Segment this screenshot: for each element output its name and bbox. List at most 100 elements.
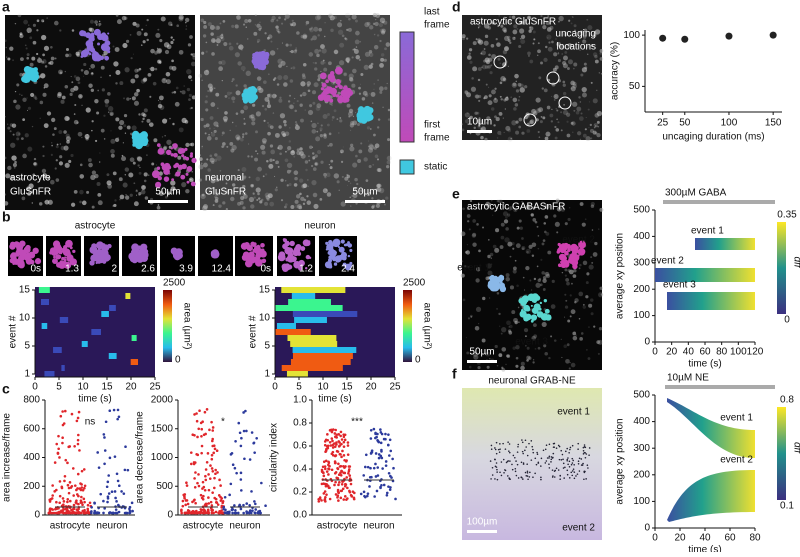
texture	[226, 91, 231, 96]
texture	[225, 208, 228, 211]
texture	[59, 143, 61, 145]
data-dot	[323, 443, 327, 447]
label: uncaging	[555, 29, 596, 40]
texture	[213, 129, 217, 134]
texture	[311, 129, 317, 134]
texture	[191, 170, 193, 173]
data-dot	[329, 444, 333, 447]
data-dot	[128, 511, 131, 515]
texture	[333, 109, 337, 113]
texture	[272, 159, 275, 162]
texture	[299, 94, 303, 97]
data-dot	[180, 508, 183, 512]
texture	[519, 28, 525, 34]
texture	[69, 92, 73, 96]
heat-cell	[281, 365, 343, 371]
x-tick-label: 0	[32, 382, 38, 393]
texture	[198, 73, 203, 78]
blob	[252, 248, 257, 253]
texture	[328, 61, 332, 66]
data-dot	[341, 449, 344, 453]
texture	[506, 320, 511, 326]
texture	[317, 34, 320, 37]
texture	[381, 21, 385, 24]
texture	[512, 97, 518, 103]
texture	[185, 188, 190, 194]
texture	[337, 29, 344, 35]
texture	[311, 122, 317, 129]
texture	[385, 165, 390, 169]
data-dot	[387, 433, 390, 436]
data-dot	[66, 497, 70, 501]
texture	[494, 97, 497, 100]
texture	[516, 226, 520, 230]
texture	[590, 44, 594, 47]
texture	[331, 119, 333, 121]
texture	[9, 46, 14, 51]
texture	[379, 63, 384, 68]
texture	[474, 325, 480, 331]
label: 0	[175, 355, 181, 366]
texture	[481, 66, 483, 68]
data-dot	[103, 436, 106, 439]
texture	[75, 76, 81, 82]
data-dot	[78, 449, 81, 452]
texture	[504, 448, 507, 450]
data-dot	[193, 477, 196, 480]
texture	[346, 103, 351, 108]
texture	[532, 448, 534, 451]
texture	[243, 70, 245, 72]
texture	[518, 125, 522, 129]
texture	[293, 102, 295, 104]
data-dot	[210, 453, 214, 457]
texture	[490, 257, 492, 259]
data-dot	[250, 431, 254, 434]
data-dot	[61, 497, 65, 500]
texture	[267, 101, 270, 105]
texture	[142, 40, 146, 44]
texture	[283, 82, 288, 87]
texture	[242, 184, 246, 189]
blob	[140, 144, 143, 147]
data-dot	[56, 452, 60, 455]
data-dot	[204, 474, 207, 478]
texture	[350, 205, 352, 207]
texture	[41, 60, 45, 64]
data-dot	[75, 488, 78, 492]
heat-cell	[291, 293, 316, 299]
texture	[223, 145, 226, 148]
texture	[33, 95, 37, 99]
data-dot	[128, 507, 131, 511]
data-dot	[380, 450, 383, 453]
texture	[53, 127, 57, 130]
texture	[521, 237, 524, 240]
blob	[347, 243, 353, 248]
texture	[587, 25, 593, 31]
texture	[79, 163, 83, 167]
blob	[307, 240, 311, 243]
data-dot	[346, 444, 350, 447]
y-tick-label: 5	[24, 341, 30, 352]
texture	[346, 28, 349, 32]
texture	[378, 86, 384, 92]
blob	[24, 252, 32, 260]
texture	[514, 73, 519, 79]
texture	[576, 473, 579, 475]
data-dot	[77, 502, 80, 506]
texture	[491, 89, 496, 95]
texture	[340, 151, 343, 154]
texture	[514, 259, 517, 262]
texture	[364, 51, 371, 57]
data-dot	[213, 496, 217, 500]
texture	[220, 60, 226, 66]
data-dot	[206, 452, 210, 455]
texture	[570, 309, 576, 315]
texture	[254, 157, 259, 162]
texture	[369, 128, 372, 130]
texture	[289, 94, 291, 97]
texture	[567, 48, 570, 50]
texture	[368, 52, 374, 58]
texture	[73, 75, 77, 78]
texture	[237, 201, 241, 206]
texture	[526, 475, 529, 477]
